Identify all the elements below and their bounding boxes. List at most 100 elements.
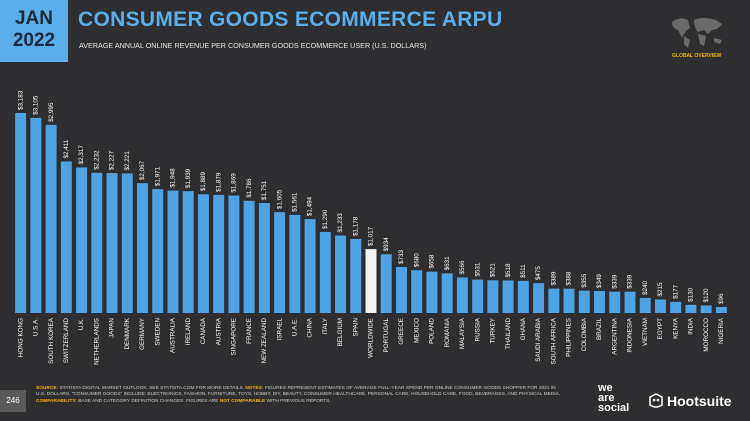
value-label: $1,751 <box>261 180 268 200</box>
x-tick-label: HONG KONG <box>17 318 24 357</box>
bar <box>609 291 621 313</box>
bar <box>213 194 225 313</box>
x-tick-label: NIGERIA <box>718 317 725 344</box>
footnote-part: COMPARABILITY: <box>36 398 77 404</box>
value-label: $120 <box>703 288 710 303</box>
footnote-part: NOT COMPARABLE <box>219 398 266 404</box>
map-label: GLOBAL OVERVIEW <box>672 53 722 59</box>
chart-title: CONSUMER GOODS ECOMMERCE ARPU <box>78 8 503 31</box>
value-label: $1,948 <box>170 168 177 188</box>
x-tick-label: DENMARK <box>124 317 131 349</box>
x-tick-label: FRANCE <box>246 318 253 344</box>
value-label: $631 <box>444 256 451 271</box>
bar <box>152 189 164 313</box>
x-tick-label: BRAZIL <box>596 318 603 341</box>
hootsuite-icon <box>649 393 663 408</box>
x-tick-label: GERMANY <box>139 317 146 350</box>
x-tick-label: AUSTRIA <box>215 317 222 345</box>
bar <box>395 266 407 313</box>
x-tick-label: ITALY <box>322 317 329 334</box>
logo-word: are <box>598 392 615 404</box>
x-tick-label: IRELAND <box>185 318 192 346</box>
footnote: SOURCE: STATISTA DIGITAL MARKET OUTLOOK.… <box>36 386 566 405</box>
bar <box>289 214 301 313</box>
x-tick-label: KENYA <box>672 317 679 339</box>
bar <box>411 270 423 313</box>
bar <box>380 254 392 313</box>
bar <box>502 280 514 313</box>
hootsuite-logo: Hootsuite <box>667 393 732 409</box>
value-label: $2,227 <box>109 150 116 170</box>
x-tick-label: TURKEY <box>490 317 497 343</box>
x-tick-label: INDONESIA <box>627 317 634 352</box>
value-label: $339 <box>627 274 634 289</box>
bar <box>45 124 57 314</box>
x-tick-label: ARGENTINA <box>611 317 618 355</box>
value-label: $130 <box>688 287 695 302</box>
x-tick-label: BELGIUM <box>337 318 344 346</box>
value-label: $3,105 <box>33 95 40 115</box>
x-tick-label: PORTUGAL <box>383 318 390 353</box>
x-tick-label: MOROCCO <box>703 318 710 352</box>
value-label: $2,232 <box>93 150 100 170</box>
value-label: $1,017 <box>368 226 375 246</box>
x-tick-label: COLOMBIA <box>581 317 588 351</box>
value-label: $1,290 <box>322 209 329 229</box>
value-label: $1,233 <box>337 213 344 233</box>
bar <box>456 277 468 313</box>
x-tick-label: MALAYSIA <box>459 317 466 349</box>
footnote-part: FIGURES REPRESENT ESTIMATES OF AVERAGE F… <box>36 386 561 398</box>
footnote-part: SOURCE: <box>36 386 59 391</box>
value-label: $389 <box>550 271 557 286</box>
x-tick-label: U.K. <box>78 318 85 330</box>
value-label: $96 <box>718 293 725 304</box>
bar <box>182 191 194 313</box>
x-tick-label: VIETNAM <box>642 318 649 346</box>
value-label: $521 <box>490 263 497 278</box>
value-label: $1,869 <box>231 173 238 193</box>
bar <box>365 249 377 313</box>
value-label: $531 <box>474 262 481 277</box>
value-label: $1,786 <box>246 178 253 198</box>
bar <box>670 301 682 313</box>
footnote-part: STATISTA DIGITAL MARKET OUTLOOK. SEE STA… <box>58 386 246 391</box>
value-label: $658 <box>429 254 436 269</box>
date-year: 2022 <box>12 30 56 51</box>
value-label: $511 <box>520 264 527 278</box>
x-tick-label: SWEDEN <box>154 318 161 346</box>
value-label: $1,889 <box>200 172 207 192</box>
bar <box>563 288 575 313</box>
we-are-social-logo: we are social <box>598 382 629 414</box>
x-tick-label: U.A.E. <box>292 318 299 336</box>
x-tick-label: ISRAEL <box>276 318 283 341</box>
x-tick-label: JAPAN <box>109 318 116 338</box>
value-label: $177 <box>672 284 679 299</box>
x-tick-label: MEXICO <box>413 318 420 343</box>
value-label: $1,939 <box>185 168 192 188</box>
x-tick-label: RUSSIA <box>474 317 481 341</box>
x-tick-label: ROMANIA <box>444 317 451 347</box>
bar <box>594 291 605 313</box>
value-label: $355 <box>581 273 588 288</box>
value-label: $240 <box>642 280 649 295</box>
bar <box>487 280 499 313</box>
bar <box>548 288 560 313</box>
x-tick-label: GREECE <box>398 318 405 345</box>
value-label: $1,879 <box>215 172 222 192</box>
value-label: $339 <box>611 274 618 289</box>
value-label: $2,317 <box>78 145 85 165</box>
logo-word: we <box>598 382 613 394</box>
bar <box>319 231 331 313</box>
date-box: JAN 2022 <box>0 0 68 62</box>
value-label: $215 <box>657 282 664 297</box>
x-tick-label: AUSTRALIA <box>170 317 177 353</box>
x-tick-label: WORLDWIDE <box>368 318 375 358</box>
bar <box>517 280 529 313</box>
x-tick-label: THAILAND <box>505 318 512 350</box>
x-tick-label: PHILIPPINES <box>566 318 573 357</box>
value-label: $518 <box>505 263 512 278</box>
bar <box>639 297 651 313</box>
x-tick-label: U.S.A. <box>33 318 40 336</box>
value-label: $2,411 <box>63 139 70 158</box>
value-label: $733 <box>398 249 405 264</box>
